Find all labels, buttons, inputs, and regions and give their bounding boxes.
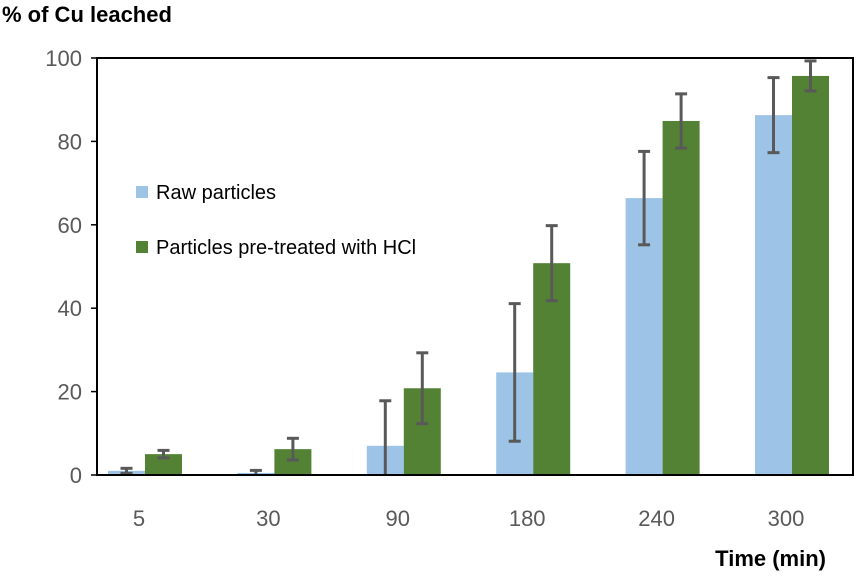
y-tick-label: 80 xyxy=(58,129,82,154)
y-tick-label: 40 xyxy=(58,296,82,321)
y-tick-label: 0 xyxy=(70,463,82,488)
bar-hcl-300 xyxy=(792,75,829,475)
error-bar xyxy=(508,302,521,443)
x-tick-label: 180 xyxy=(509,506,546,531)
y-tick-label: 60 xyxy=(58,213,82,238)
error-bar xyxy=(120,466,133,475)
error-bar xyxy=(286,436,299,462)
legend-swatch-hcl xyxy=(136,241,148,253)
x-tick-label: 300 xyxy=(768,506,805,531)
error-bar xyxy=(767,76,780,155)
y-tick-label: 20 xyxy=(58,380,82,405)
error-bar xyxy=(416,351,429,426)
bar-raw-300 xyxy=(755,115,792,475)
legend-label-raw: Raw particles xyxy=(156,182,276,204)
error-bar xyxy=(379,399,392,475)
error-bar xyxy=(638,149,651,247)
error-bar xyxy=(804,59,817,93)
x-tick-label: 5 xyxy=(133,506,145,531)
bar-hcl-5 xyxy=(145,454,182,475)
x-tick-label: 240 xyxy=(638,506,675,531)
bar-hcl-240 xyxy=(662,120,700,475)
error-bar xyxy=(675,92,688,150)
chart-title: % of Cu leached xyxy=(2,2,172,27)
x-axis-label: Time (min) xyxy=(715,546,826,571)
plot-border xyxy=(96,57,854,476)
legend-swatch-raw xyxy=(136,186,148,198)
legend: Raw particles Particles pre-treated with… xyxy=(136,182,416,259)
error-bar xyxy=(545,224,558,303)
error-bar xyxy=(157,448,170,460)
y-tick-label: 100 xyxy=(45,46,82,71)
legend-label-hcl: Particles pre-treated with HCl xyxy=(156,237,416,259)
x-tick-label: 90 xyxy=(386,506,410,531)
x-tick-label: 30 xyxy=(256,506,280,531)
